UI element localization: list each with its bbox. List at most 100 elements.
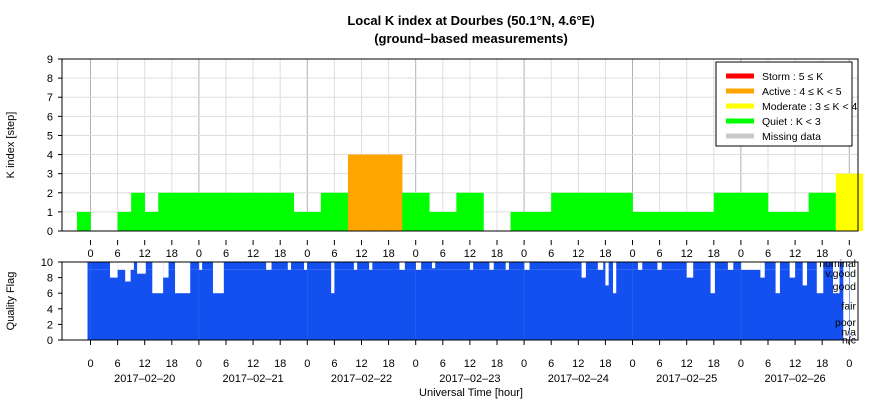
quality-gap	[369, 262, 373, 270]
k-bar	[808, 192, 823, 231]
mid-hour-tick-label: 6	[440, 248, 446, 260]
k-bar	[320, 192, 335, 231]
x-axis-label: Universal Time [hour]	[419, 387, 523, 399]
bottom-hour-tick-label: 18	[166, 358, 178, 370]
q-plot-frame	[61, 261, 859, 341]
mid-hour-tick-label: 0	[196, 248, 202, 260]
k-bar	[605, 192, 620, 231]
quality-flag-panel: 0246810nominalv.goodgoodfairpoorn/an/cQu…	[5, 257, 859, 399]
k-y-tick-label: 0	[47, 226, 53, 238]
k-bar	[402, 192, 416, 231]
chart-title: Local K index at Dourbes (50.1°N, 4.6°E)	[347, 13, 594, 28]
mid-hour-tick-label: 0	[87, 248, 93, 260]
bottom-hour-tick-label: 0	[413, 358, 419, 370]
q-y-tick-label: 8	[47, 273, 53, 285]
mid-hour-tick-label: 0	[304, 248, 310, 260]
mid-hour-tick-label: 12	[139, 248, 151, 260]
bottom-hour-tick-label: 6	[440, 358, 446, 370]
k-y-tick-label: 1	[47, 207, 53, 219]
bottom-hour-tick-label: 6	[223, 358, 229, 370]
bottom-hour-tick-label: 6	[331, 358, 337, 370]
bottom-hour-tick-label: 0	[738, 358, 744, 370]
k-bar	[564, 192, 579, 231]
k-y-tick-label: 9	[47, 54, 53, 66]
q-y-tick-label: 2	[47, 319, 53, 331]
k-plot-frame	[61, 58, 859, 232]
quality-gap	[266, 262, 272, 270]
quality-category-label: poor	[835, 317, 857, 329]
quality-gap	[331, 262, 335, 294]
quality-gap	[137, 262, 146, 274]
quality-gap	[686, 262, 694, 278]
quality-gap	[802, 262, 808, 286]
quality-gap	[789, 262, 796, 278]
q-y-tick-label: 10	[41, 257, 53, 269]
quality-category-label: n/a	[841, 326, 856, 338]
quality-category-label: v.good	[825, 268, 856, 280]
quality-gap	[612, 262, 617, 294]
bottom-hour-tick-label: 0	[87, 358, 93, 370]
k-bar	[76, 211, 91, 231]
bottom-hour-tick-label: 18	[708, 358, 720, 370]
quality-gap	[198, 262, 203, 270]
bottom-hour-tick-label: 0	[304, 358, 310, 370]
quality-gap	[505, 262, 509, 270]
quality-gap	[597, 262, 604, 270]
mid-hour-tick-label: 0	[521, 248, 527, 260]
quality-gap	[287, 262, 292, 270]
k-bar	[578, 192, 593, 231]
legend-entry-label: Moderate : 3 ≤ K < 4	[762, 101, 858, 113]
k-bar	[835, 173, 850, 231]
k-y-tick-label: 6	[47, 111, 53, 123]
quality-gap	[469, 262, 474, 270]
k-bar	[849, 173, 864, 231]
quality-gap	[304, 262, 308, 270]
mid-hour-tick-label: 12	[789, 248, 801, 260]
bottom-hour-tick-label: 18	[382, 358, 394, 370]
quality-gap	[760, 262, 765, 278]
quality-gap	[605, 262, 609, 286]
quality-gap	[581, 262, 586, 278]
q-y-tick-label: 0	[47, 335, 53, 347]
quality-gap	[399, 262, 405, 270]
day-label: 2017–02–24	[548, 373, 609, 385]
q-y-axis-label: Quality Flag	[5, 272, 17, 331]
k-y-tick-label: 7	[47, 92, 53, 104]
quality-gap	[710, 262, 715, 294]
quality-gap	[657, 262, 662, 270]
k-bar	[537, 211, 552, 231]
quality-gap	[125, 262, 131, 282]
quality-gap	[353, 262, 358, 270]
k-bar	[727, 192, 742, 231]
quality-gap	[489, 262, 494, 270]
quality-gap	[110, 262, 118, 278]
quality-category-label: good	[833, 281, 857, 293]
mid-hour-tick-label: 12	[247, 248, 259, 260]
k-y-tick-label: 5	[47, 130, 53, 142]
k-bar	[659, 211, 674, 231]
mid-hour-tick-label: 6	[331, 248, 337, 260]
k-bar	[740, 192, 755, 231]
mid-hour-tick-label: 6	[115, 248, 121, 260]
mid-hour-tick-label: 12	[681, 248, 693, 260]
k-bar	[456, 192, 471, 231]
k-bar	[686, 211, 701, 231]
k-bar	[442, 211, 457, 231]
bottom-hour-tick-label: 18	[491, 358, 503, 370]
bottom-hour-tick-label: 12	[355, 358, 367, 370]
bottom-hour-tick-label: 12	[464, 358, 476, 370]
mid-hour-tick-label: 6	[223, 248, 229, 260]
quality-gap	[775, 262, 780, 294]
quality-category-label: fair	[841, 301, 856, 313]
day-label: 2017–02–22	[331, 373, 392, 385]
quality-gap	[212, 262, 224, 294]
quality-gap	[816, 262, 824, 294]
bottom-hour-tick-label: 0	[521, 358, 527, 370]
quality-gap	[524, 262, 530, 270]
mid-hour-tick-label: 6	[765, 248, 771, 260]
k-bar	[280, 192, 295, 231]
bottom-hour-tick-label: 12	[572, 358, 584, 370]
quality-gap	[833, 262, 840, 294]
